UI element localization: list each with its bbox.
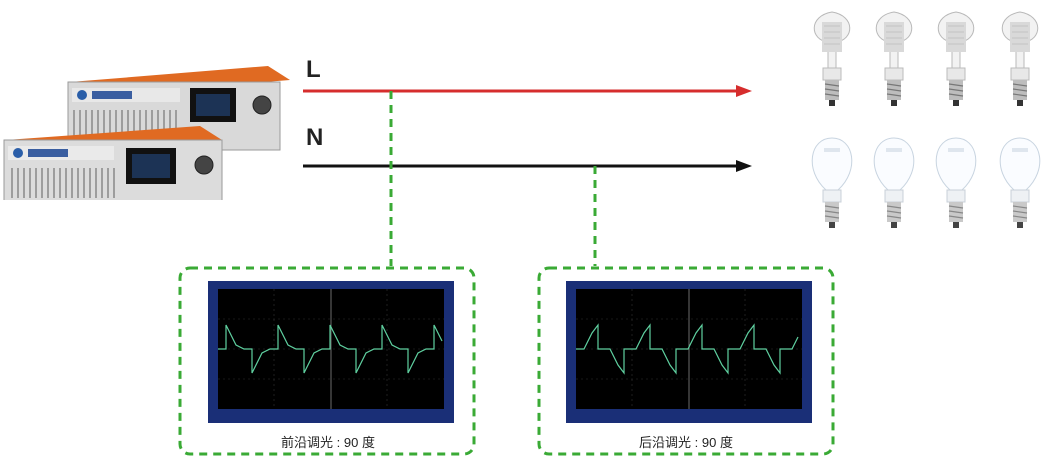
bulb-icon — [873, 137, 915, 229]
waveform-trailing-edge — [576, 289, 802, 409]
bulb-icon — [813, 11, 851, 107]
bulb-icon — [999, 137, 1041, 229]
leading-edge-caption: 前沿调光 : 90 度 — [281, 435, 375, 450]
bulb-icon — [811, 137, 853, 229]
live-line — [303, 85, 752, 97]
waveform-leading-edge — [218, 289, 444, 409]
live-line-label: L — [306, 56, 321, 83]
trailing-edge-frame — [537, 266, 835, 456]
power-supply-unit-lower — [3, 126, 223, 200]
bulb-icon — [1001, 11, 1039, 107]
bulb-icon — [875, 11, 913, 107]
oscilloscope-leading-edge — [208, 281, 454, 423]
bulb-icon — [935, 137, 977, 229]
bulb-icon — [937, 11, 975, 107]
trailing-edge-caption: 后沿调光 : 90 度 — [639, 435, 733, 450]
power-supply-illustration — [3, 66, 290, 200]
oscilloscope-trailing-edge — [566, 281, 812, 423]
led-bulbs — [811, 11, 1041, 229]
leading-edge-frame — [178, 266, 476, 456]
neutral-line — [303, 160, 752, 172]
neutral-line-label: N — [306, 124, 324, 151]
